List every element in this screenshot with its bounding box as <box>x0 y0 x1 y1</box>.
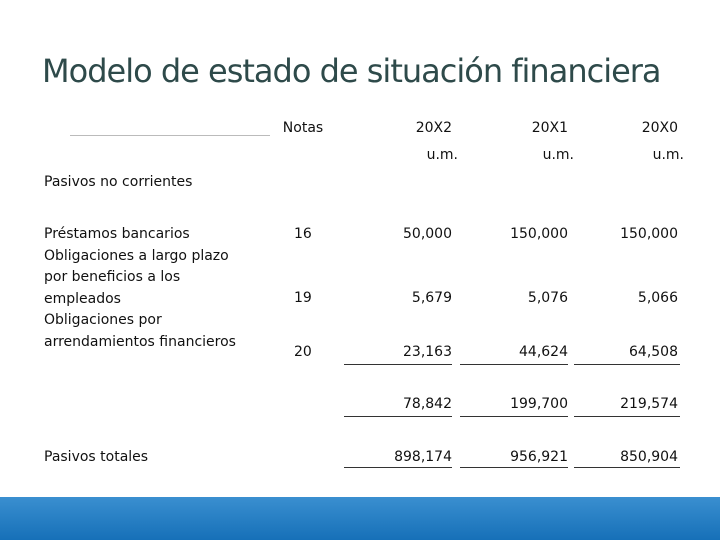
total-cell: 956,921 <box>510 449 568 465</box>
value-cell: 23,163 <box>403 344 452 360</box>
rule <box>344 364 452 365</box>
total-cell: 898,174 <box>394 449 452 465</box>
header-cell: 20X1 <box>531 120 568 136</box>
rule <box>460 467 568 468</box>
value-cell: 44,624 <box>519 344 568 360</box>
section-label: Pasivos no corrientes <box>44 174 193 190</box>
value-cell: 50,000 <box>403 226 452 242</box>
row-label-line: arrendamientos financieros <box>44 334 236 350</box>
note-cell: 20 <box>294 344 312 360</box>
value-cell: 150,000 <box>510 226 568 242</box>
row-label-line: Obligaciones a largo plazo <box>44 247 229 264</box>
rule <box>344 467 452 468</box>
unit-cell: u.m. <box>652 147 684 163</box>
header-rule <box>70 135 270 136</box>
value-cell: 5,066 <box>637 290 678 306</box>
note-cell: 19 <box>294 290 312 306</box>
header-cell: 20X0 <box>641 120 678 136</box>
row-label-line: Obligaciones por <box>44 312 162 329</box>
rule <box>574 416 680 417</box>
total-cell: 850,904 <box>620 449 678 465</box>
unit-cell: u.m. <box>542 147 574 163</box>
subtotal-cell: 78,842 <box>403 396 452 412</box>
rule <box>460 364 568 365</box>
header-cell: 20X2 <box>415 120 452 136</box>
row-label-line: empleados <box>44 290 121 307</box>
rule <box>344 416 452 417</box>
rule <box>574 467 680 468</box>
note-cell: 16 <box>294 226 312 242</box>
subtotal-cell: 199,700 <box>510 396 568 412</box>
row-label-line: por beneficios a los <box>44 269 181 286</box>
row-label-line: Préstamos bancarios <box>44 226 190 242</box>
value-cell: 5,679 <box>411 290 452 306</box>
slide-title: Modelo de estado de situación financiera <box>42 52 662 90</box>
value-cell: 5,076 <box>527 290 568 306</box>
value-cell: 150,000 <box>620 226 678 242</box>
rule <box>574 364 680 365</box>
total-label: Pasivos totales <box>44 449 149 465</box>
footer-band <box>0 497 720 540</box>
rule <box>460 416 568 417</box>
subtotal-cell: 219,574 <box>620 396 678 412</box>
value-cell: 64,508 <box>629 344 678 360</box>
header-cell: Notas <box>282 120 324 136</box>
unit-cell: u.m. <box>426 147 458 163</box>
